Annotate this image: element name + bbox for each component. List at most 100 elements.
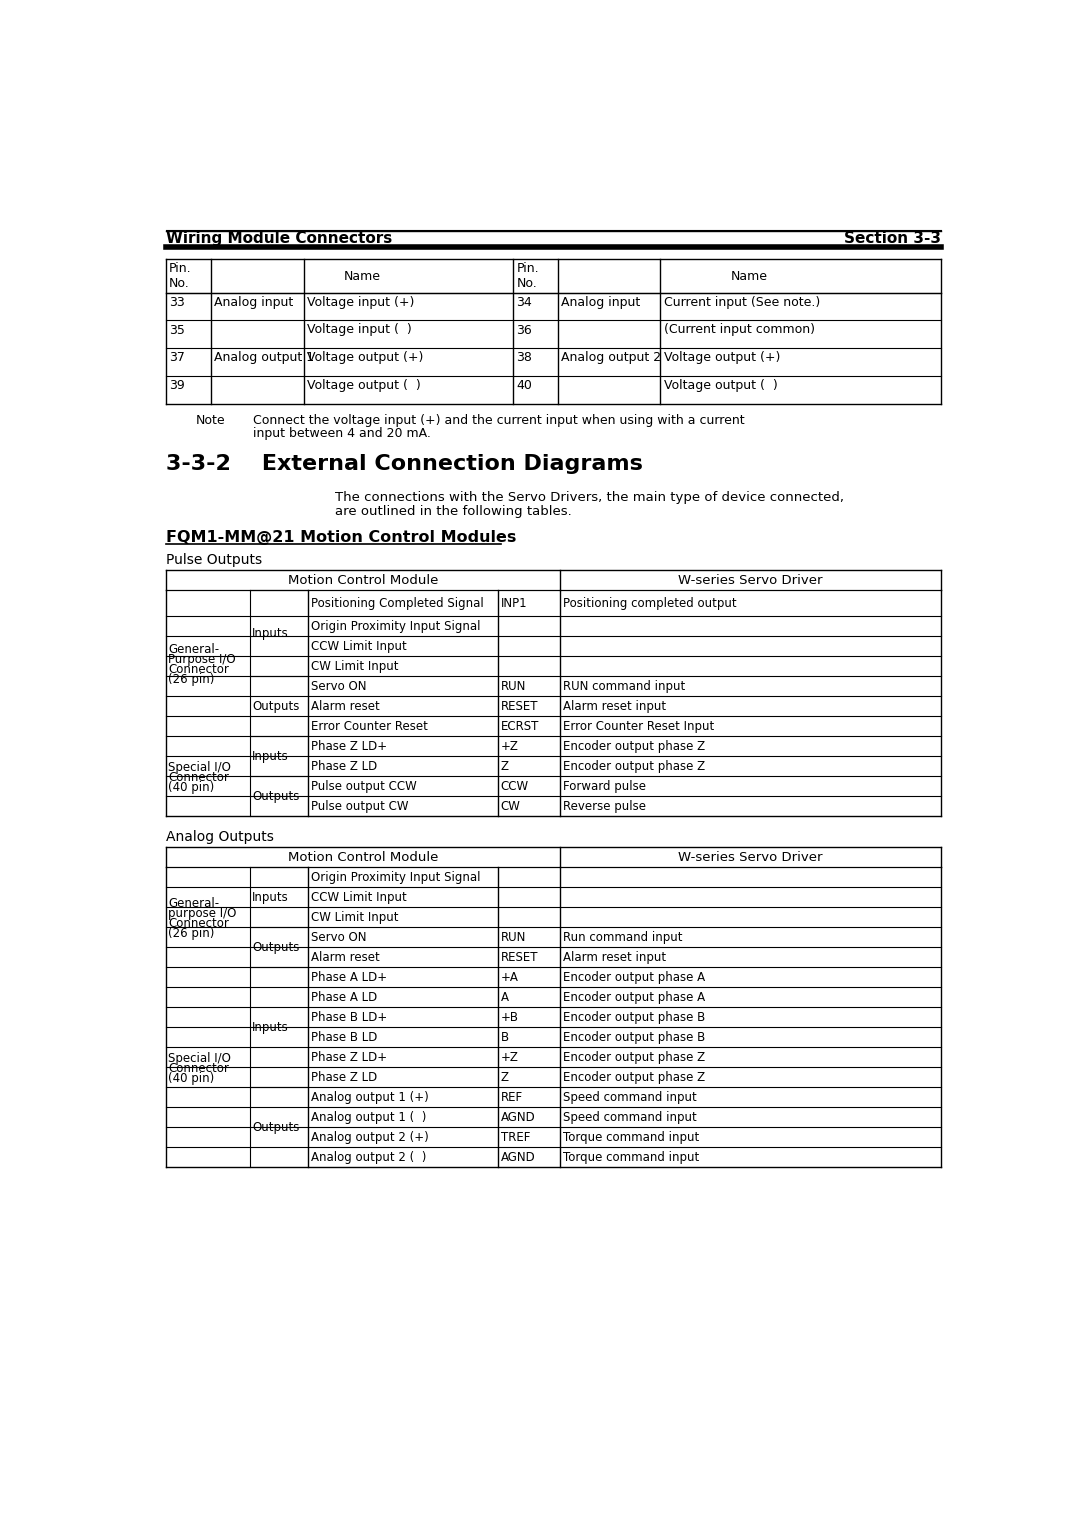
- Text: CCW Limit Input: CCW Limit Input: [311, 891, 407, 903]
- Text: RUN: RUN: [501, 931, 526, 944]
- Text: Phase Z LD: Phase Z LD: [311, 1071, 377, 1083]
- Text: Reverse pulse: Reverse pulse: [563, 799, 646, 813]
- Text: CCW Limit Input: CCW Limit Input: [311, 640, 407, 652]
- Text: Voltage input (  ): Voltage input ( ): [307, 324, 411, 336]
- Text: Analog output 2 (+): Analog output 2 (+): [311, 1131, 429, 1144]
- Text: Servo ON: Servo ON: [311, 931, 366, 944]
- Text: purpose I/O: purpose I/O: [168, 908, 237, 920]
- Text: 36: 36: [516, 324, 532, 336]
- Text: Encoder output phase Z: Encoder output phase Z: [563, 1051, 705, 1063]
- Text: Special I/O: Special I/O: [168, 761, 231, 775]
- Text: Voltage output (+): Voltage output (+): [307, 351, 423, 364]
- Text: B: B: [501, 1031, 509, 1044]
- Text: Alarm reset input: Alarm reset input: [563, 700, 666, 712]
- Text: CW: CW: [501, 799, 521, 813]
- Text: Speed command input: Speed command input: [563, 1111, 697, 1125]
- Text: Note: Note: [195, 414, 225, 428]
- Text: Current input (See note.): Current input (See note.): [663, 296, 820, 309]
- Text: RUN command input: RUN command input: [563, 680, 685, 692]
- Text: Forward pulse: Forward pulse: [563, 779, 646, 793]
- Text: Alarm reset: Alarm reset: [311, 700, 380, 712]
- Text: Alarm reset: Alarm reset: [311, 950, 380, 964]
- Text: Wiring Module Connectors: Wiring Module Connectors: [166, 231, 392, 246]
- Text: Encoder output phase A: Encoder output phase A: [563, 990, 705, 1004]
- Text: Phase Z LD+: Phase Z LD+: [311, 740, 387, 753]
- Text: Phase A LD: Phase A LD: [311, 990, 377, 1004]
- Text: RESET: RESET: [501, 700, 538, 712]
- Text: Speed command input: Speed command input: [563, 1091, 697, 1103]
- Text: Analog output 1 (+): Analog output 1 (+): [311, 1091, 429, 1103]
- Text: Voltage output (+): Voltage output (+): [663, 351, 780, 364]
- Text: Analog output 2: Analog output 2: [562, 351, 661, 364]
- Text: Section 3-3: Section 3-3: [843, 231, 941, 246]
- Text: Origin Proximity Input Signal: Origin Proximity Input Signal: [311, 620, 481, 633]
- Text: Analog output 1: Analog output 1: [214, 351, 314, 364]
- Text: Inputs: Inputs: [252, 750, 288, 762]
- Text: Voltage output (  ): Voltage output ( ): [663, 379, 778, 393]
- Text: General-: General-: [168, 897, 219, 911]
- Text: Special I/O: Special I/O: [168, 1053, 231, 1065]
- Text: Connect the voltage input (+) and the current input when using with a current: Connect the voltage input (+) and the cu…: [253, 414, 744, 428]
- Text: CW Limit Input: CW Limit Input: [311, 660, 399, 672]
- Text: Servo ON: Servo ON: [311, 680, 366, 692]
- Text: AGND: AGND: [501, 1151, 536, 1164]
- Text: Outputs: Outputs: [252, 700, 299, 712]
- Text: Z: Z: [501, 1071, 509, 1083]
- Text: Connector: Connector: [168, 772, 229, 784]
- Text: Analog output 2 (  ): Analog output 2 ( ): [311, 1151, 427, 1164]
- Text: Encoder output phase Z: Encoder output phase Z: [563, 1071, 705, 1083]
- Text: ECRST: ECRST: [501, 720, 539, 733]
- Text: 34: 34: [516, 296, 532, 309]
- Text: Purpose I/O: Purpose I/O: [168, 652, 235, 666]
- Text: Analog input: Analog input: [214, 296, 294, 309]
- Text: +A: +A: [501, 970, 518, 984]
- Text: General-: General-: [168, 643, 219, 656]
- Text: (40 pin): (40 pin): [168, 1073, 215, 1085]
- Text: Analog input: Analog input: [562, 296, 640, 309]
- Text: W-series Servo Driver: W-series Servo Driver: [678, 851, 823, 863]
- Text: CCW: CCW: [501, 779, 529, 793]
- Text: REF: REF: [501, 1091, 523, 1103]
- Text: Phase B LD: Phase B LD: [311, 1031, 377, 1044]
- Text: Positioning completed output: Positioning completed output: [563, 596, 737, 610]
- Text: Encoder output phase B: Encoder output phase B: [563, 1010, 705, 1024]
- Text: Torque command input: Torque command input: [563, 1151, 699, 1164]
- Text: Analog output 1 (  ): Analog output 1 ( ): [311, 1111, 427, 1125]
- Text: Name: Name: [731, 269, 768, 283]
- Text: Pulse Outputs: Pulse Outputs: [166, 553, 262, 567]
- Text: +B: +B: [501, 1010, 518, 1024]
- Text: +Z: +Z: [501, 740, 518, 753]
- Text: Phase Z LD+: Phase Z LD+: [311, 1051, 387, 1063]
- Text: W-series Servo Driver: W-series Servo Driver: [678, 573, 823, 587]
- Text: Encoder output phase B: Encoder output phase B: [563, 1031, 705, 1044]
- Text: CW Limit Input: CW Limit Input: [311, 911, 399, 923]
- Text: Outputs: Outputs: [252, 1122, 299, 1134]
- Text: Pulse output CW: Pulse output CW: [311, 799, 408, 813]
- Text: A: A: [501, 990, 509, 1004]
- Text: FQM1-MM@21 Motion Control Modules: FQM1-MM@21 Motion Control Modules: [166, 530, 516, 545]
- Text: Run command input: Run command input: [563, 931, 683, 944]
- Text: The connections with the Servo Drivers, the main type of device connected,: The connections with the Servo Drivers, …: [335, 492, 843, 504]
- Text: Positioning Completed Signal: Positioning Completed Signal: [311, 596, 484, 610]
- Text: 33: 33: [170, 296, 185, 309]
- Text: Phase B LD+: Phase B LD+: [311, 1010, 387, 1024]
- Text: 39: 39: [170, 379, 185, 393]
- Text: Z: Z: [501, 759, 509, 773]
- Text: Name: Name: [343, 269, 380, 283]
- Text: Outputs: Outputs: [252, 941, 299, 953]
- Text: input between 4 and 20 mA.: input between 4 and 20 mA.: [253, 428, 431, 440]
- Text: 38: 38: [516, 351, 532, 364]
- Text: Inputs: Inputs: [252, 626, 288, 640]
- Text: (Current input common): (Current input common): [663, 324, 814, 336]
- Text: Connector: Connector: [168, 917, 229, 931]
- Text: Alarm reset input: Alarm reset input: [563, 950, 666, 964]
- Text: Error Counter Reset: Error Counter Reset: [311, 720, 428, 733]
- Text: RUN: RUN: [501, 680, 526, 692]
- Text: 3-3-2    External Connection Diagrams: 3-3-2 External Connection Diagrams: [166, 454, 643, 474]
- Text: Encoder output phase Z: Encoder output phase Z: [563, 759, 705, 773]
- Text: 35: 35: [170, 324, 185, 336]
- Text: Analog Outputs: Analog Outputs: [166, 830, 274, 843]
- Text: Voltage output (  ): Voltage output ( ): [307, 379, 421, 393]
- Text: Encoder output phase A: Encoder output phase A: [563, 970, 705, 984]
- Text: (26 pin): (26 pin): [168, 927, 215, 940]
